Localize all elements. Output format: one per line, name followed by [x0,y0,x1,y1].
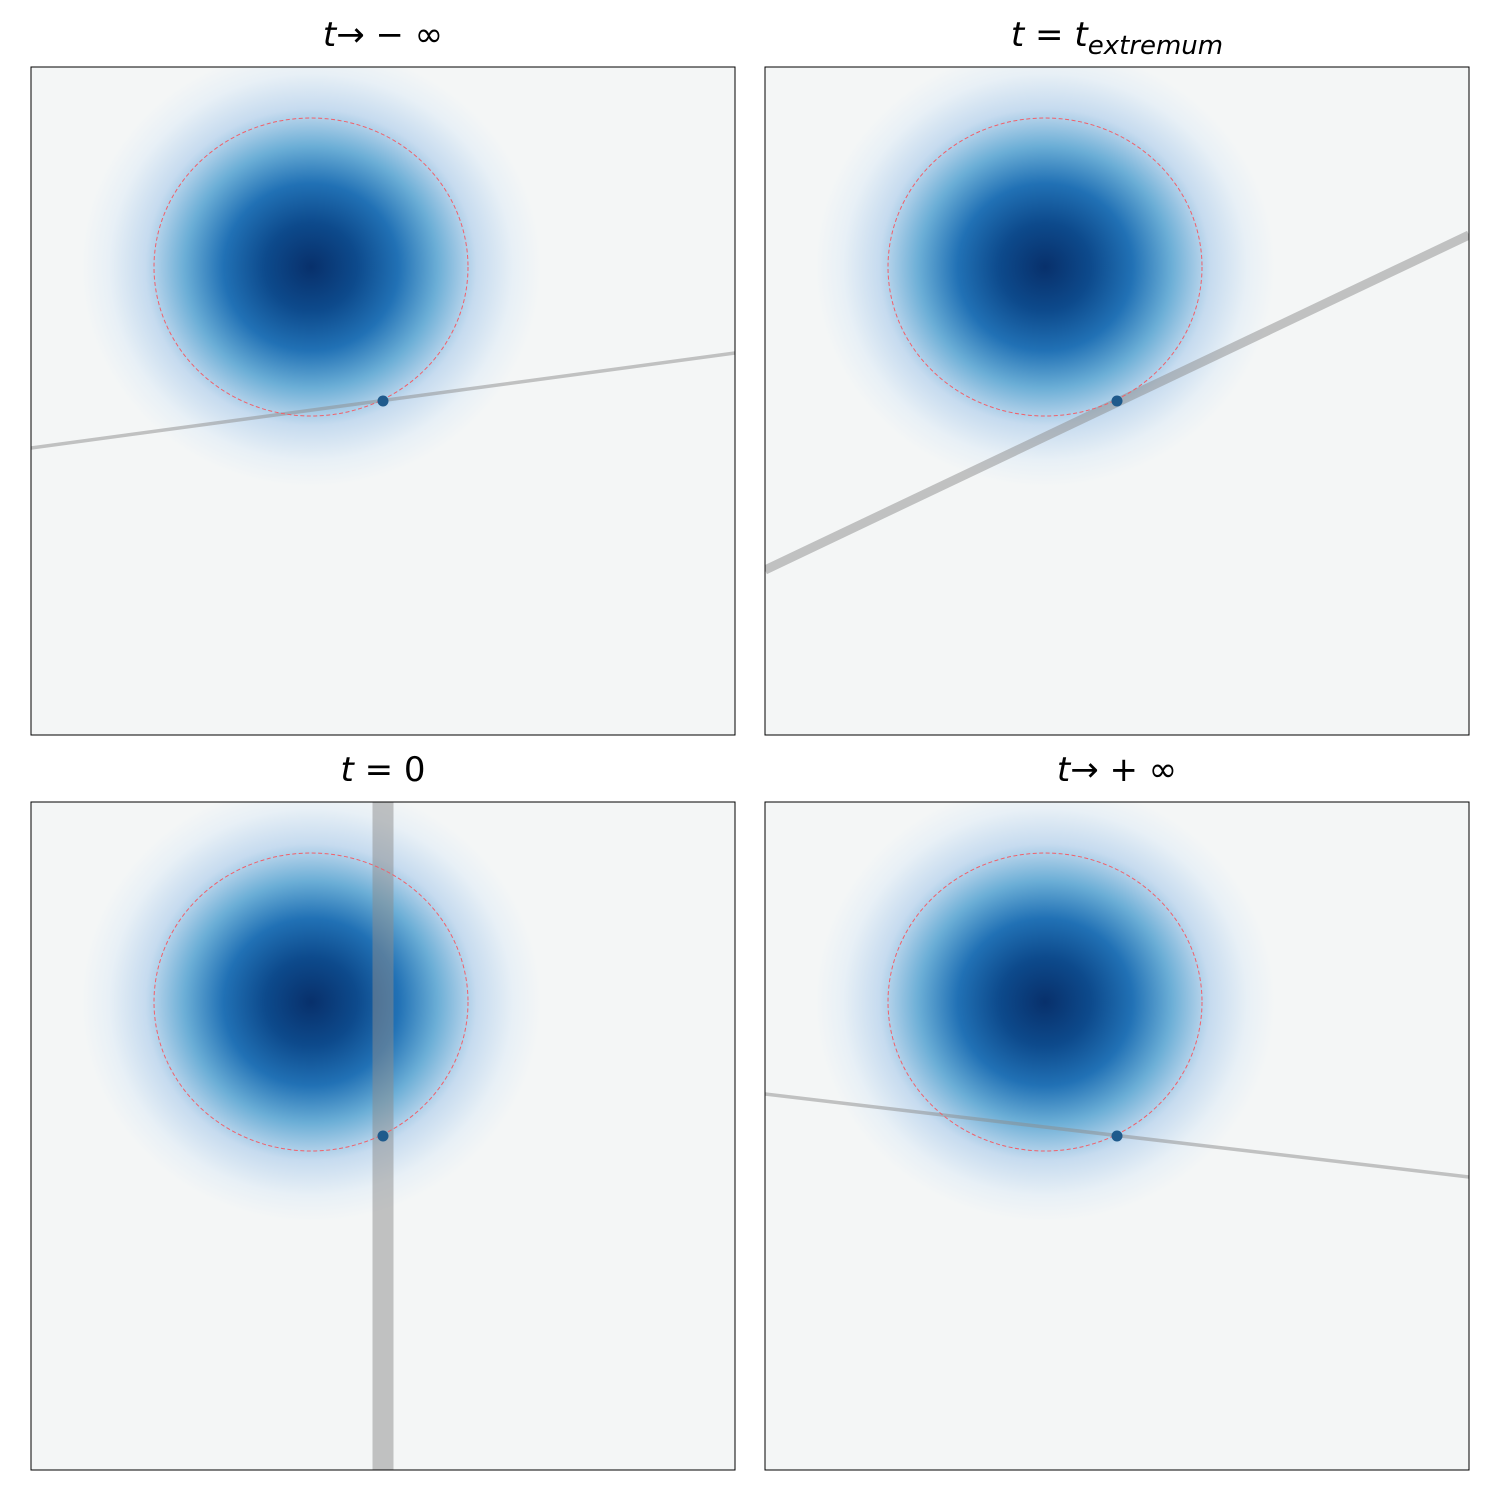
contour [153,117,469,417]
panel-title: t→ − ∞ [323,15,443,55]
point [377,1130,389,1142]
density [81,802,541,1222]
panel [30,66,736,736]
contour [887,852,1203,1152]
panel-body [765,67,1469,735]
point [1111,395,1123,407]
panel-title: t = textremum [1011,15,1223,61]
density [81,67,541,487]
contour [887,117,1203,417]
panel-title: t→ + ∞ [1057,750,1177,790]
frame [764,801,1470,1471]
frame [30,66,736,736]
panel-title: t = 0 [340,750,425,790]
frame [30,801,736,1471]
panel [30,801,736,1471]
frame [764,66,1470,736]
panel-body [765,802,1469,1470]
point [377,395,389,407]
panel-body [31,802,735,1470]
panel-body [31,67,735,735]
panel [764,66,1470,736]
density [815,67,1275,487]
point [1111,1130,1123,1142]
contour [153,852,469,1152]
density [815,802,1275,1222]
panel [764,801,1470,1471]
